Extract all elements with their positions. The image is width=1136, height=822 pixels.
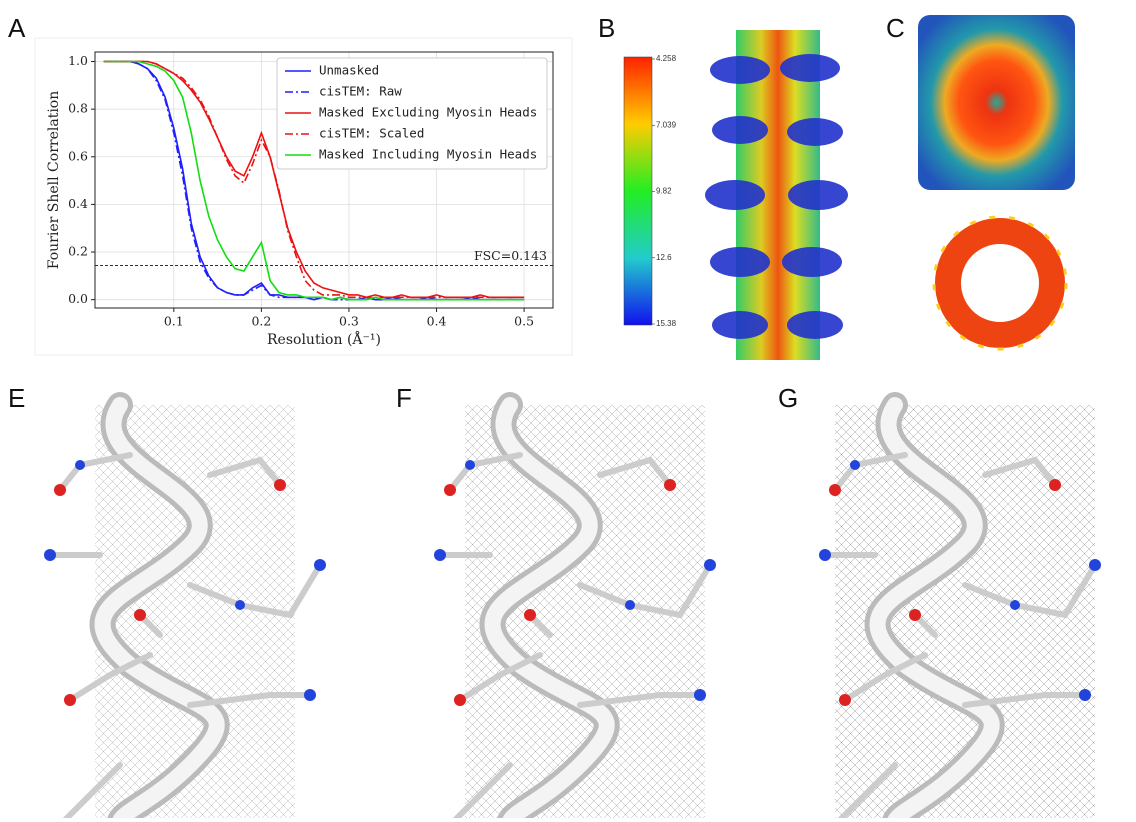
y-tick-label: 0.4 [68,196,88,211]
legend-label: Unmasked [319,63,379,78]
legend-label: Masked Excluding Myosin Heads [319,105,537,120]
threshold-label: FSC=0.143 [474,248,547,263]
colorbar-tick-label: 9.82 [656,187,672,196]
model-g [819,405,1101,818]
y-tick-label: 0.8 [68,101,88,116]
fsc-chart: 0.0 0.2 0.4 0.6 0.8 1.0 0.1 0.2 0.3 0.4 0.5 FSC=0.1… [46,52,553,348]
panel-label: A [8,13,26,43]
y-tick-label: 1.0 [68,53,88,68]
colorbar-tick-label: 12.6 [656,253,672,262]
x-tick-label: 0.4 [427,314,447,329]
x-tick-label: 0.1 [164,314,184,329]
x-axis-label: Resolution (Å⁻¹) [267,330,381,348]
panel-label: G [778,383,798,413]
map-b [705,30,848,360]
y-tick-label: 0.2 [68,244,88,259]
panel-label: E [8,383,25,413]
legend-label: cisTEM: Scaled [319,126,424,141]
figure: 0.0 0.2 0.4 0.6 0.8 1.0 0.1 0.2 0.3 0.4 0.5 FSC=0.1… [0,0,1136,818]
panel-label: C [886,13,905,43]
legend-label: cisTEM: Raw [319,84,402,99]
panel-label: B [598,13,615,43]
colorbar [624,57,652,325]
panel-label: F [396,383,412,413]
y-tick-label: 0.6 [68,148,88,163]
legend-label: Masked Including Myosin Heads [319,147,537,162]
colorbar-tick-label: 15.38 [656,319,677,328]
colorbar-tick-label: 4.258 [656,54,677,63]
x-tick-label: 0.5 [514,314,534,329]
x-tick-label: 0.3 [339,314,359,329]
y-axis-label: Fourier Shell Correlation [46,91,62,269]
model-f [434,405,716,818]
colorbar-ticks: 4.258 7.039 9.82 12.6 15.38 [652,54,677,328]
model-e [44,405,326,818]
y-tick-label: 0.0 [68,291,88,306]
colorbar-tick-label: 7.039 [656,120,677,129]
map-c [918,15,1075,349]
x-tick-label: 0.2 [251,314,271,329]
